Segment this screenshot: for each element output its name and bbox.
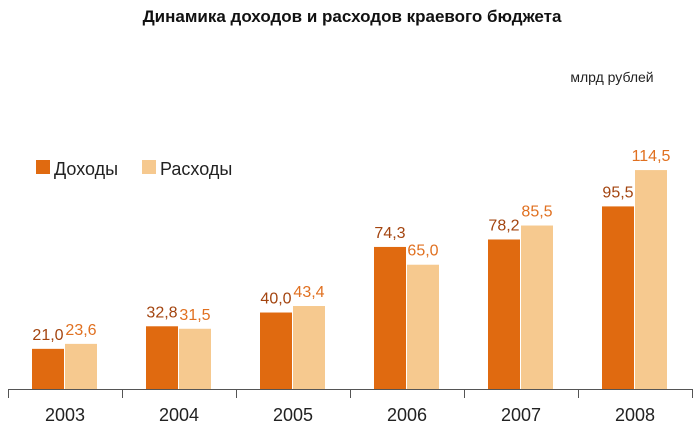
bar-expenses-2004	[179, 328, 211, 389]
x-tick-label-2006: 2006	[387, 405, 427, 425]
bar-expenses-2006	[407, 264, 439, 389]
bar-expenses-2008	[635, 170, 667, 389]
x-tick-label-2008: 2008	[615, 405, 655, 425]
data-label-expenses-2003: 23,6	[65, 322, 96, 339]
bar-income-2003	[32, 348, 64, 389]
data-label-expenses-2006: 65,0	[407, 243, 438, 260]
legend-label-expenses: Расходы	[160, 159, 232, 179]
bar-expenses-2007	[521, 225, 553, 389]
legend-label-income: Доходы	[54, 159, 118, 179]
x-tick-label-2003: 2003	[45, 405, 85, 425]
data-label-expenses-2004: 31,5	[179, 307, 210, 324]
data-label-expenses-2005: 43,4	[293, 284, 324, 301]
legend: Доходы Расходы	[36, 159, 232, 179]
bar-income-2006	[374, 246, 406, 389]
units-label: млрд рублей	[570, 69, 653, 85]
data-label-income-2007: 78,2	[488, 217, 519, 234]
data-label-income-2006: 74,3	[374, 225, 405, 242]
x-tick-label-2007: 2007	[501, 405, 541, 425]
x-tick-label-2005: 2005	[273, 405, 313, 425]
bar-expenses-2003	[65, 343, 97, 389]
data-label-income-2008: 95,5	[602, 184, 633, 201]
bar-expenses-2005	[293, 306, 325, 389]
data-labels-group: 21,0 23,6 32,8 31,5 40,0 43,4 74,365,0 78,285,5…	[32, 148, 670, 344]
bar-income-2008	[602, 206, 634, 389]
data-label-income-2005: 40,0	[260, 291, 291, 308]
data-label-income-2004: 32,8	[146, 304, 177, 321]
legend-swatch-expenses	[142, 160, 156, 174]
bar-income-2005	[260, 312, 292, 389]
legend-swatch-income	[36, 160, 50, 174]
data-label-income-2003: 21,0	[32, 327, 63, 344]
data-label-expenses-2008: 114,5	[632, 148, 671, 165]
bar-income-2004	[146, 326, 178, 389]
x-tick-label-2004: 2004	[159, 405, 199, 425]
bars-group	[32, 170, 667, 389]
chart-title: Динамика доходов и расходов краевого бюд…	[143, 7, 562, 26]
bar-income-2007	[488, 239, 520, 389]
data-label-expenses-2007: 85,5	[521, 204, 552, 221]
x-axis: 2003 2004 2005 2006 2007 2008	[8, 389, 693, 425]
